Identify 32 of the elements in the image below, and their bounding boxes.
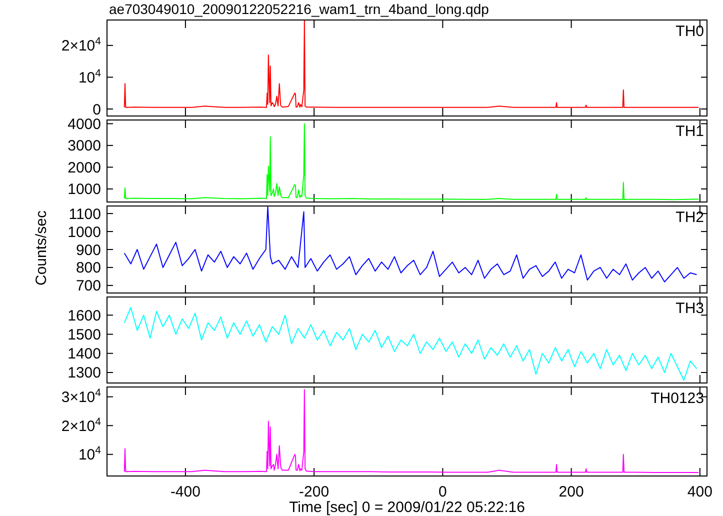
- x-tick-label: -400: [170, 484, 200, 501]
- y-tick-label: 2×10$^{4}$: [61, 416, 102, 435]
- y-tick-label: 10$^{4}$: [78, 444, 102, 464]
- text: TH1: [676, 123, 704, 140]
- y-tick-label: 700: [76, 278, 101, 295]
- y-tick-label: 1100: [68, 206, 101, 223]
- y-tick-label: 0: [92, 101, 101, 118]
- y-tick-label: 800: [76, 260, 101, 277]
- x-tick-label: 400: [687, 484, 712, 501]
- text: TH0123: [650, 390, 704, 407]
- text: TH3: [676, 300, 704, 317]
- y-tick-label: 1600: [68, 307, 101, 324]
- chart-title: ae703049010_20090122052216_wam1_trn_4band_long.qdp: [109, 1, 490, 17]
- text: TH0: [676, 23, 704, 40]
- x-tick-label: 200: [558, 484, 584, 501]
- x-axis-title: Time [sec] 0 = 2009/01/22 05:22:16: [289, 499, 525, 516]
- y-tick-label: 4000: [68, 116, 101, 133]
- y-tick-label: 3000: [68, 138, 101, 155]
- y-tick-label: 1500: [68, 326, 101, 344]
- y-tick-label: 3×10$^{4}$: [61, 387, 102, 406]
- text: TH2: [676, 209, 704, 226]
- y-tick-label: 1000: [68, 224, 101, 241]
- y-tick-label: 2000: [68, 159, 101, 176]
- y-tick-label: 1300: [68, 364, 101, 382]
- y-tick-label: 1400: [68, 346, 101, 363]
- y-tick-label: 1000: [68, 181, 101, 198]
- y-tick-label: 10$^{4}$: [78, 67, 102, 86]
- x-tick-label: -200: [299, 484, 330, 501]
- y-axis-title: Counts/sec: [33, 210, 50, 286]
- x-tick-label: 0: [438, 484, 447, 501]
- y-tick-label: 900: [76, 242, 101, 259]
- y-tick-label: 2×10$^{4}$: [61, 36, 102, 55]
